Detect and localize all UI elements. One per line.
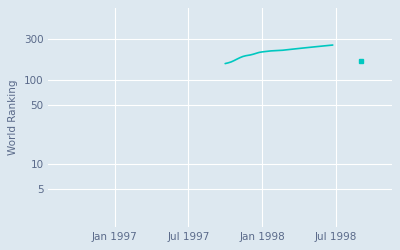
Y-axis label: World Ranking: World Ranking <box>8 80 18 155</box>
